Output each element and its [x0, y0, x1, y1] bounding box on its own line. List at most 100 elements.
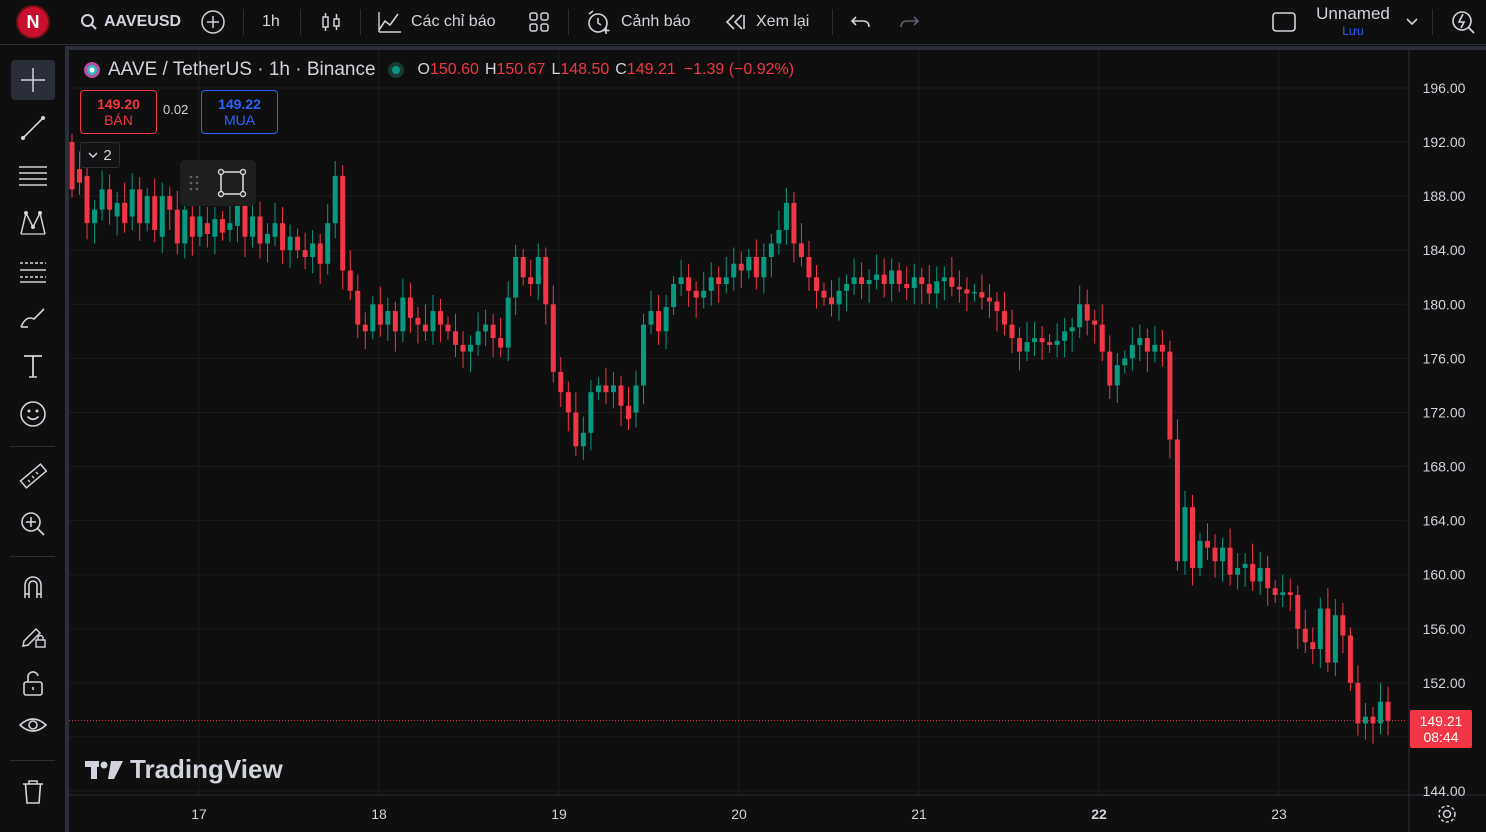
watermark-text: TradingView [130, 754, 283, 784]
emoji-tool[interactable] [11, 394, 55, 434]
rectangle-select-icon[interactable] [217, 168, 247, 198]
candle-body [874, 274, 880, 280]
drag-handle-icon[interactable] [189, 174, 199, 192]
lock-drawings-tool[interactable] [11, 664, 55, 704]
candle-body [280, 223, 286, 251]
fib-tool[interactable] [11, 156, 55, 196]
x-tick-label: 21 [911, 806, 927, 822]
candle-body [761, 256, 767, 278]
crosshair-icon [21, 68, 45, 92]
buy-label: MUA [223, 112, 256, 128]
candle-body [152, 196, 158, 230]
chart-settings-button[interactable] [1436, 803, 1458, 830]
compare-button[interactable] [200, 0, 226, 44]
candle-body [1235, 567, 1241, 575]
divider [1432, 9, 1433, 35]
candle-body [844, 284, 850, 291]
candle-body [212, 219, 218, 237]
chevron-down-icon [1406, 18, 1418, 26]
y-tick-label: 188.00 [1423, 188, 1466, 204]
layout-menu-button[interactable] [1405, 0, 1419, 44]
layout-name-button[interactable]: Unnamed Lưu [1310, 4, 1396, 38]
zoom-tool[interactable] [11, 504, 55, 544]
buy-price: 149.22 [218, 96, 261, 112]
candle-body [1340, 615, 1346, 636]
high-value: 150.67 [496, 61, 546, 78]
candle-body [1144, 338, 1150, 352]
candle-body [1017, 338, 1023, 352]
candle-body [610, 385, 616, 393]
text-tool[interactable] [11, 346, 55, 386]
magnet-tool[interactable] [11, 567, 55, 607]
unlock-icon [23, 671, 43, 696]
undo-button[interactable] [850, 0, 872, 44]
y-tick-label: 156.00 [1423, 621, 1466, 637]
candle-body [603, 385, 609, 393]
avatar[interactable]: N [16, 5, 50, 39]
stay-drawing-tool[interactable] [11, 616, 55, 656]
candle-body [99, 189, 105, 210]
symbol-search[interactable]: AAVEUSD [80, 0, 181, 44]
candle-body [663, 307, 669, 332]
candle-body [798, 243, 804, 257]
forecast-tool[interactable] [11, 251, 55, 291]
tradingview-watermark[interactable]: TradingView [84, 754, 283, 785]
indicators-collapse-button[interactable]: 2 [80, 142, 120, 168]
candle-body [806, 256, 812, 278]
candle-body [1182, 507, 1188, 562]
candle-body [407, 297, 413, 318]
divider [10, 446, 55, 447]
search-icon [81, 14, 97, 30]
hide-drawings-tool[interactable] [11, 706, 55, 746]
alerts-button[interactable]: Cảnh báo [586, 0, 690, 44]
candle-body [340, 175, 346, 271]
interval-button[interactable]: 1h [262, 0, 280, 44]
candle-body [941, 277, 947, 282]
pattern-icon [20, 210, 46, 235]
price-chart[interactable]: 196.00 192.00 188.00 184.00 180.00 176.00 172.… [69, 50, 1486, 832]
candle-body [588, 392, 594, 433]
candle-body [182, 209, 188, 244]
candle-body [287, 236, 293, 251]
trend-line-icon [21, 116, 45, 140]
x-tick-label: 18 [371, 806, 387, 822]
candle-body [445, 324, 451, 332]
sell-button[interactable]: 149.20 BÁN [80, 90, 157, 134]
symbol-title[interactable]: AAVE / TetherUS · 1h · Binance [108, 59, 376, 80]
candle-body [242, 202, 248, 237]
chart-pane[interactable] [69, 50, 1486, 832]
y-tick-label: 192.00 [1423, 134, 1466, 150]
candle-body [332, 175, 338, 224]
trend-line-tool[interactable] [11, 108, 55, 148]
measure-tool[interactable] [11, 457, 55, 497]
candle-body [1377, 701, 1383, 724]
buy-button[interactable]: 149.22 MUA [201, 90, 278, 134]
candle-body [1107, 351, 1113, 386]
quick-search-button[interactable] [1450, 0, 1476, 44]
y-tick-label: 144.00 [1423, 783, 1466, 799]
candle-body [836, 290, 842, 305]
last-price: 149.21 [1419, 713, 1463, 729]
chart-type-button[interactable] [319, 0, 343, 44]
pattern-tool[interactable] [11, 203, 55, 243]
crosshair-tool[interactable] [11, 60, 55, 100]
brush-tool[interactable] [11, 298, 55, 338]
close-value: 149.21 [626, 61, 676, 78]
candle-body [77, 169, 83, 183]
candle-body [1077, 304, 1083, 328]
indicators-button[interactable]: Các chỉ báo [377, 0, 496, 44]
candle-body [1212, 547, 1218, 562]
candle-body [550, 304, 556, 372]
replay-button[interactable]: Xem lại [724, 0, 809, 44]
candle-body [227, 223, 233, 230]
redo-button[interactable] [898, 0, 920, 44]
candle-body [265, 234, 271, 244]
templates-button[interactable] [528, 0, 550, 44]
layout-toggle[interactable] [1271, 0, 1297, 44]
remove-drawings-tool[interactable] [11, 772, 55, 812]
save-status: Lưu [1342, 24, 1364, 38]
top-toolbar: N AAVEUSD 1h Các chỉ báo Cảnh báo Xem lạ… [0, 0, 1486, 45]
account-avatar[interactable]: N [16, 0, 50, 44]
candle-body [189, 216, 195, 237]
candle-body [964, 289, 970, 294]
